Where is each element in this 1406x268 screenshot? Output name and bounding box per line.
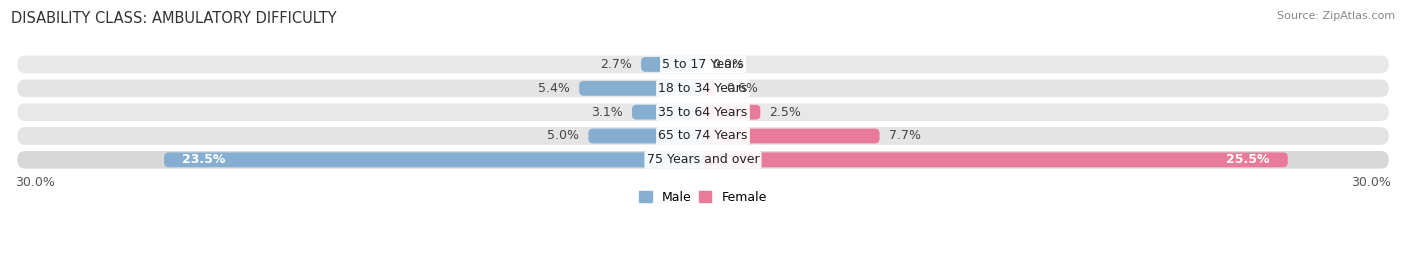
FancyBboxPatch shape	[703, 152, 1288, 167]
Text: 25.5%: 25.5%	[1226, 153, 1270, 166]
Text: 30.0%: 30.0%	[15, 176, 55, 189]
Text: 30.0%: 30.0%	[1351, 176, 1391, 189]
Text: 2.5%: 2.5%	[769, 106, 801, 119]
FancyBboxPatch shape	[631, 105, 703, 120]
Text: 2.7%: 2.7%	[600, 58, 631, 71]
Text: 5.0%: 5.0%	[547, 129, 579, 143]
Text: 75 Years and over: 75 Years and over	[647, 153, 759, 166]
FancyBboxPatch shape	[703, 129, 880, 143]
Text: 18 to 34 Years: 18 to 34 Years	[658, 82, 748, 95]
Text: 23.5%: 23.5%	[183, 153, 226, 166]
FancyBboxPatch shape	[17, 56, 1389, 73]
FancyBboxPatch shape	[703, 81, 717, 96]
FancyBboxPatch shape	[17, 151, 1389, 169]
FancyBboxPatch shape	[17, 127, 1389, 145]
FancyBboxPatch shape	[17, 103, 1389, 121]
Text: 65 to 74 Years: 65 to 74 Years	[658, 129, 748, 143]
Text: Source: ZipAtlas.com: Source: ZipAtlas.com	[1277, 11, 1395, 21]
Text: 3.1%: 3.1%	[591, 106, 623, 119]
Text: 0.6%: 0.6%	[725, 82, 758, 95]
FancyBboxPatch shape	[579, 81, 703, 96]
Text: DISABILITY CLASS: AMBULATORY DIFFICULTY: DISABILITY CLASS: AMBULATORY DIFFICULTY	[11, 11, 337, 26]
Legend: Male, Female: Male, Female	[640, 191, 766, 204]
FancyBboxPatch shape	[165, 152, 703, 167]
FancyBboxPatch shape	[703, 105, 761, 120]
Text: 5 to 17 Years: 5 to 17 Years	[662, 58, 744, 71]
Text: 7.7%: 7.7%	[889, 129, 921, 143]
FancyBboxPatch shape	[641, 57, 703, 72]
FancyBboxPatch shape	[17, 80, 1389, 97]
Text: 35 to 64 Years: 35 to 64 Years	[658, 106, 748, 119]
Text: 5.4%: 5.4%	[538, 82, 569, 95]
FancyBboxPatch shape	[588, 129, 703, 143]
Text: 0.0%: 0.0%	[713, 58, 744, 71]
